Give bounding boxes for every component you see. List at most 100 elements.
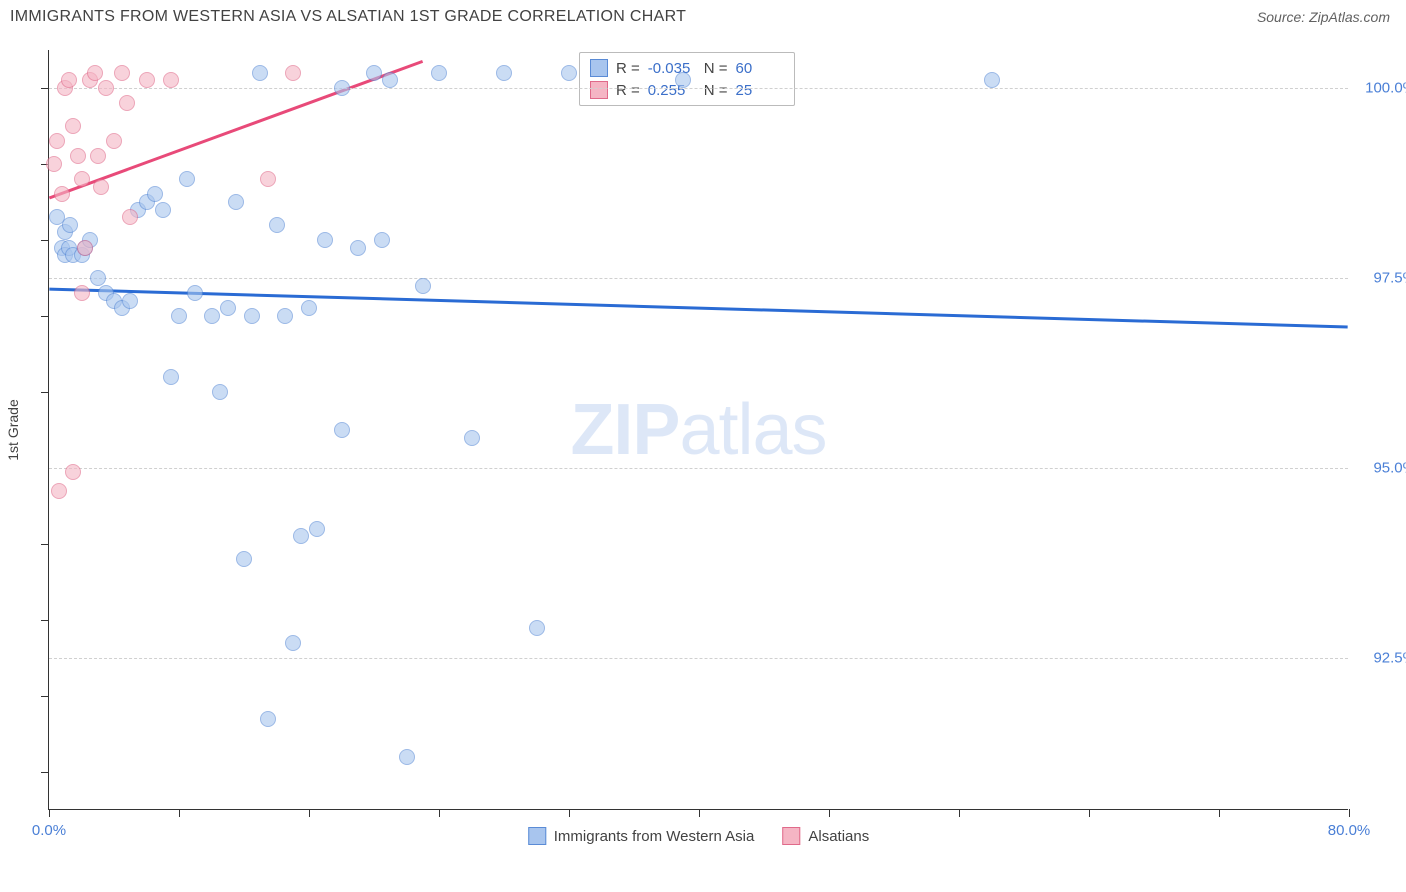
scatter-point-series1 [317,232,333,248]
n-value-series1: 60 [736,60,784,77]
gridline-h [49,468,1348,469]
scatter-point-series1 [496,65,512,81]
ytick-label: 92.5% [1373,650,1406,667]
scatter-point-series1 [228,194,244,210]
scatter-point-series2 [98,80,114,96]
scatter-point-series1 [984,72,1000,88]
scatter-point-series1 [90,270,106,286]
scatter-point-series2 [70,148,86,164]
watermark: ZIPatlas [570,389,826,471]
n-value-series2: 25 [736,82,784,99]
scatter-point-series1 [293,528,309,544]
scatter-point-series2 [114,65,130,81]
scatter-point-series2 [61,72,77,88]
scatter-point-series1 [334,422,350,438]
xtick [439,809,440,817]
scatter-point-series1 [187,285,203,301]
xtick [959,809,960,817]
ytick [41,772,49,773]
legend-swatch-series1 [528,827,546,845]
scatter-point-series1 [212,384,228,400]
scatter-point-series1 [309,521,325,537]
scatter-point-series1 [350,240,366,256]
xtick [309,809,310,817]
scatter-point-series1 [179,171,195,187]
scatter-point-series1 [431,65,447,81]
scatter-point-series2 [163,72,179,88]
scatter-point-series1 [561,65,577,81]
scatter-point-series2 [65,118,81,134]
scatter-point-series2 [46,156,62,172]
scatter-point-series1 [464,430,480,446]
gridline-h [49,278,1348,279]
scatter-point-series1 [382,72,398,88]
xtick-label: 0.0% [32,822,66,839]
ytick [41,88,49,89]
scatter-point-series2 [49,133,65,149]
scatter-point-series1 [204,308,220,324]
gridline-h [49,88,1348,89]
scatter-point-series1 [277,308,293,324]
xtick [569,809,570,817]
scatter-point-series2 [90,148,106,164]
scatter-point-series1 [334,80,350,96]
xtick [1219,809,1220,817]
scatter-point-series1 [366,65,382,81]
scatter-point-series2 [65,464,81,480]
xtick-label: 80.0% [1328,822,1371,839]
scatter-point-series2 [74,285,90,301]
scatter-point-series1 [220,300,236,316]
scatter-point-series1 [236,551,252,567]
scatter-point-series1 [155,202,171,218]
scatter-point-series1 [122,293,138,309]
swatch-series1 [590,59,608,77]
scatter-point-series1 [171,308,187,324]
ytick [41,620,49,621]
scatter-point-series1 [675,72,691,88]
scatter-point-series2 [106,133,122,149]
scatter-point-series2 [285,65,301,81]
scatter-point-series2 [87,65,103,81]
scatter-point-series1 [269,217,285,233]
scatter-point-series1 [244,308,260,324]
scatter-point-series1 [260,711,276,727]
legend-swatch-series2 [782,827,800,845]
xtick [829,809,830,817]
scatter-point-series1 [399,749,415,765]
scatter-point-series2 [54,186,70,202]
scatter-point-series1 [252,65,268,81]
xtick [179,809,180,817]
y-axis-label: 1st Grade [5,399,21,460]
gridline-h [49,658,1348,659]
scatter-point-series1 [285,635,301,651]
ytick [41,696,49,697]
scatter-point-series1 [163,369,179,385]
scatter-point-series2 [119,95,135,111]
ytick [41,544,49,545]
xtick [49,809,50,817]
legend-label-series2: Alsatians [808,828,869,845]
ytick-label: 95.0% [1373,460,1406,477]
xtick [1089,809,1090,817]
trend-lines-layer [49,50,1348,809]
scatter-point-series2 [122,209,138,225]
xtick [1349,809,1350,817]
chart-title: IMMIGRANTS FROM WESTERN ASIA VS ALSATIAN… [10,8,686,26]
xtick [699,809,700,817]
scatter-point-series1 [374,232,390,248]
swatch-series2 [590,81,608,99]
scatter-point-series1 [301,300,317,316]
source-label: Source: ZipAtlas.com [1257,9,1390,25]
legend-label-series1: Immigrants from Western Asia [554,828,755,845]
scatter-point-series1 [529,620,545,636]
ytick [41,392,49,393]
scatter-point-series2 [93,179,109,195]
scatter-point-series2 [74,171,90,187]
scatter-point-series2 [77,240,93,256]
ytick-label: 100.0% [1365,80,1406,97]
scatter-point-series1 [415,278,431,294]
scatter-point-series2 [260,171,276,187]
bottom-legend: Immigrants from Western Asia Alsatians [528,827,870,845]
ytick [41,316,49,317]
ytick-label: 97.5% [1373,270,1406,287]
